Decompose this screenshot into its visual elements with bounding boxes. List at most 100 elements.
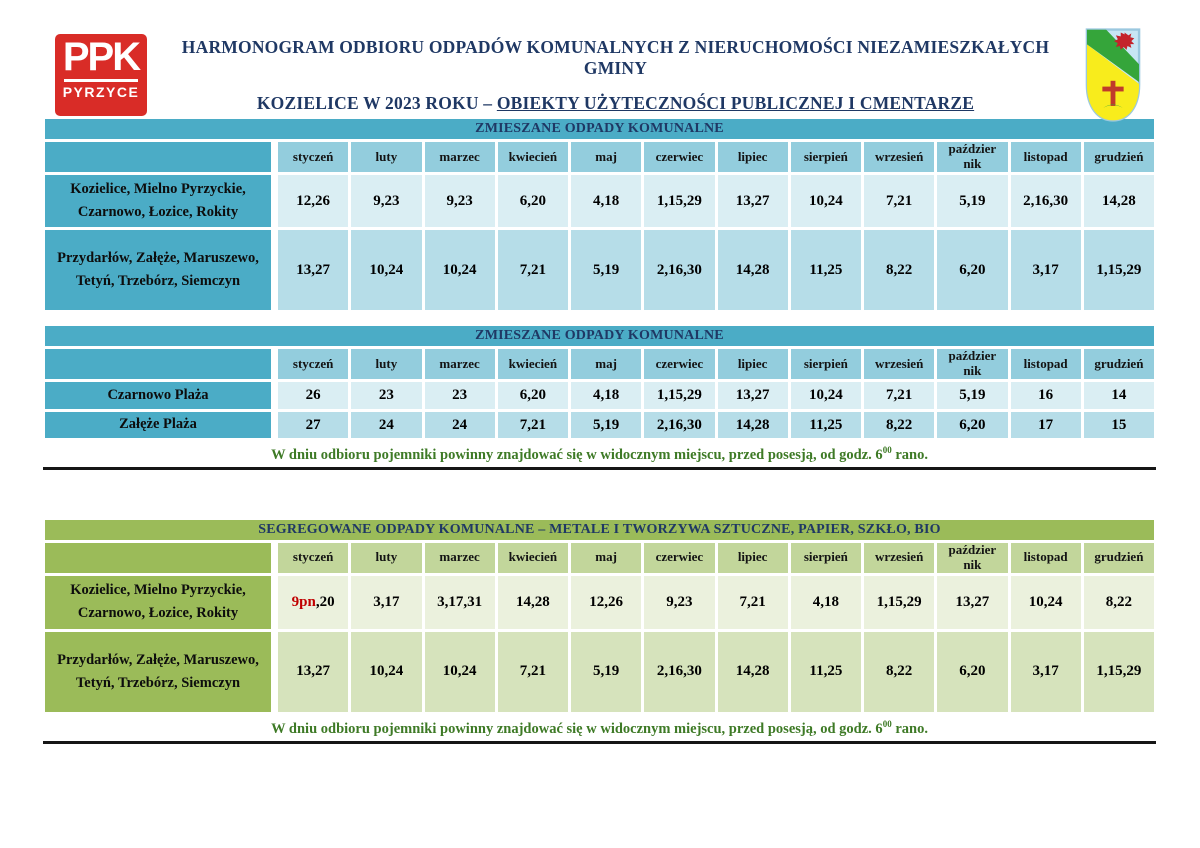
note-text: W dniu odbioru pojemniki powinny znajdow… — [271, 446, 883, 463]
document-header: PPK PYRZYCE HARMONOGRAM ODBIORU ODPADÓW … — [0, 0, 1200, 122]
document-title: HARMONOGRAM ODBIORU ODPADÓW KOMUNALNYCH … — [147, 37, 1084, 114]
month-header-cell: sierpień — [790, 142, 861, 172]
schedule-cell: 12,26 — [571, 575, 642, 629]
month-header-cell: wrzesień — [864, 542, 935, 573]
month-header-cell: marzec — [424, 142, 495, 172]
month-header-cell: czerwiec — [644, 349, 715, 379]
regular-date: ,20 — [315, 593, 335, 610]
schedule-cell: 10,24 — [1010, 575, 1081, 629]
month-header-cell: kwiecień — [497, 349, 568, 379]
page-title-line2: KOZIELICE W 2023 ROKU – OBIEKTY UŻYTECZN… — [161, 93, 1070, 114]
month-header-cell: czerwiec — [644, 142, 715, 172]
schedule-cell: 16 — [1010, 382, 1081, 409]
schedule-cell: 2,16,30 — [644, 631, 715, 712]
month-header-cell: paździer nik — [937, 542, 1008, 573]
schedule-cell: 11,25 — [790, 631, 861, 712]
schedule-cell: 10,24 — [424, 230, 495, 310]
month-header-cell: luty — [351, 542, 422, 573]
area-label-cell: Przydarłów, Załęże, Maruszewo, Tetyń, Tr… — [45, 230, 275, 310]
schedule-cell: 3,17,31 — [424, 575, 495, 629]
schedule-cell: 14,28 — [1083, 175, 1154, 227]
schedule-cell: 3,17 — [1010, 631, 1081, 712]
note-text-end: rano. — [891, 720, 928, 737]
month-header-cell: listopad — [1010, 142, 1081, 172]
schedule-cell: 5,19 — [571, 230, 642, 310]
schedule-cell: 5,19 — [937, 175, 1008, 227]
segregated-waste-table: SEGREGOWANE ODPADY KOMUNALNE – METALE I … — [42, 517, 1157, 715]
month-header-cell: maj — [571, 349, 642, 379]
schedule-cell: 4,18 — [790, 575, 861, 629]
schedule-cell: 13,27 — [717, 175, 788, 227]
page-title-line1: HARMONOGRAM ODBIORU ODPADÓW KOMUNALNYCH … — [181, 36, 1050, 78]
schedule-cell: 6,20 — [497, 175, 568, 227]
month-header-cell: grudzień — [1083, 349, 1154, 379]
schedule-cell-highlighted: 9pn,20 — [278, 575, 349, 629]
schedule-cell: 14,28 — [717, 631, 788, 712]
schedule-cell: 7,21 — [864, 382, 935, 409]
coat-of-arms-shield — [1085, 28, 1141, 122]
schedule-cell: 7,21 — [864, 175, 935, 227]
mixed-waste-table-2: ZMIESZANE ODPADY KOMUNALNE styczeń luty … — [42, 323, 1157, 441]
area-label-cell: Przydarłów, Załęże, Maruszewo, Tetyń, Tr… — [45, 631, 275, 712]
schedule-cell: 4,18 — [571, 175, 642, 227]
schedule-cell: 5,19 — [937, 382, 1008, 409]
schedule-cell: 24 — [351, 412, 422, 438]
month-header-cell: luty — [351, 349, 422, 379]
schedule-cell: 27 — [278, 412, 349, 438]
schedule-cell: 26 — [278, 382, 349, 409]
schedule-cell: 9,23 — [351, 175, 422, 227]
schedule-cell: 10,24 — [790, 382, 861, 409]
kozielice-coat-of-arms-icon — [1084, 26, 1142, 124]
month-header-cell: styczeń — [278, 142, 349, 172]
logo-text-pyrzyce: PYRZYCE — [62, 84, 140, 100]
schedule-cell: 7,21 — [717, 575, 788, 629]
area-label-cell: Kozielice, Mielno Pyrzyckie, Czarnowo, Ł… — [45, 575, 275, 629]
schedule-cell: 24 — [424, 412, 495, 438]
schedule-cell: 11,25 — [790, 230, 861, 310]
month-header-cell: wrzesień — [864, 142, 935, 172]
schedule-cell: 15 — [1083, 412, 1154, 438]
schedule-cell: 9,23 — [644, 575, 715, 629]
month-header-cell: lipiec — [717, 142, 788, 172]
schedule-cell: 10,24 — [351, 230, 422, 310]
schedule-cell: 17 — [1010, 412, 1081, 438]
corner-cell — [45, 349, 275, 379]
schedule-cell: 10,24 — [790, 175, 861, 227]
corner-cell — [45, 142, 275, 172]
month-header-cell: lipiec — [717, 542, 788, 573]
schedule-cell: 14,28 — [497, 575, 568, 629]
schedule-cell: 8,22 — [1083, 575, 1154, 629]
schedule-cell: 12,26 — [278, 175, 349, 227]
schedule-cell: 6,20 — [497, 382, 568, 409]
schedule-cell: 11,25 — [790, 412, 861, 438]
logo-divider — [64, 79, 138, 82]
schedule-cell: 7,21 — [497, 230, 568, 310]
month-header-cell: grudzień — [1083, 542, 1154, 573]
note-superscript: 00 — [882, 718, 892, 729]
schedule-cell: 5,19 — [571, 412, 642, 438]
month-header-cell: maj — [571, 542, 642, 573]
schedule-cell: 1,15,29 — [1083, 230, 1154, 310]
month-header-cell: marzec — [424, 349, 495, 379]
postponed-date: 9pn — [291, 593, 316, 610]
schedule-cell: 7,21 — [497, 412, 568, 438]
collection-note: W dniu odbioru pojemniki powinny znajdow… — [42, 719, 1157, 738]
mixed-waste-table-1: ZMIESZANE ODPADY KOMUNALNE styczeń luty … — [42, 116, 1157, 313]
schedule-cell: 10,24 — [351, 631, 422, 712]
schedule-cell: 2,16,30 — [644, 412, 715, 438]
schedule-cell: 14,28 — [717, 412, 788, 438]
schedule-cell: 8,22 — [864, 230, 935, 310]
table-title-bar: ZMIESZANE ODPADY KOMUNALNE — [45, 326, 1154, 346]
month-header-cell: styczeń — [278, 349, 349, 379]
schedule-cell: 1,15,29 — [864, 575, 935, 629]
schedule-cell: 14 — [1083, 382, 1154, 409]
note-text: W dniu odbioru pojemniki powinny znajdow… — [271, 720, 883, 737]
month-header-cell: sierpień — [790, 542, 861, 573]
schedule-cell: 4,18 — [571, 382, 642, 409]
schedule-cell: 6,20 — [937, 230, 1008, 310]
month-header-cell: grudzień — [1083, 142, 1154, 172]
collection-note: W dniu odbioru pojemniki powinny znajdow… — [42, 445, 1157, 464]
schedule-cell: 7,21 — [497, 631, 568, 712]
schedule-cell: 1,15,29 — [644, 382, 715, 409]
schedule-cell: 3,17 — [351, 575, 422, 629]
